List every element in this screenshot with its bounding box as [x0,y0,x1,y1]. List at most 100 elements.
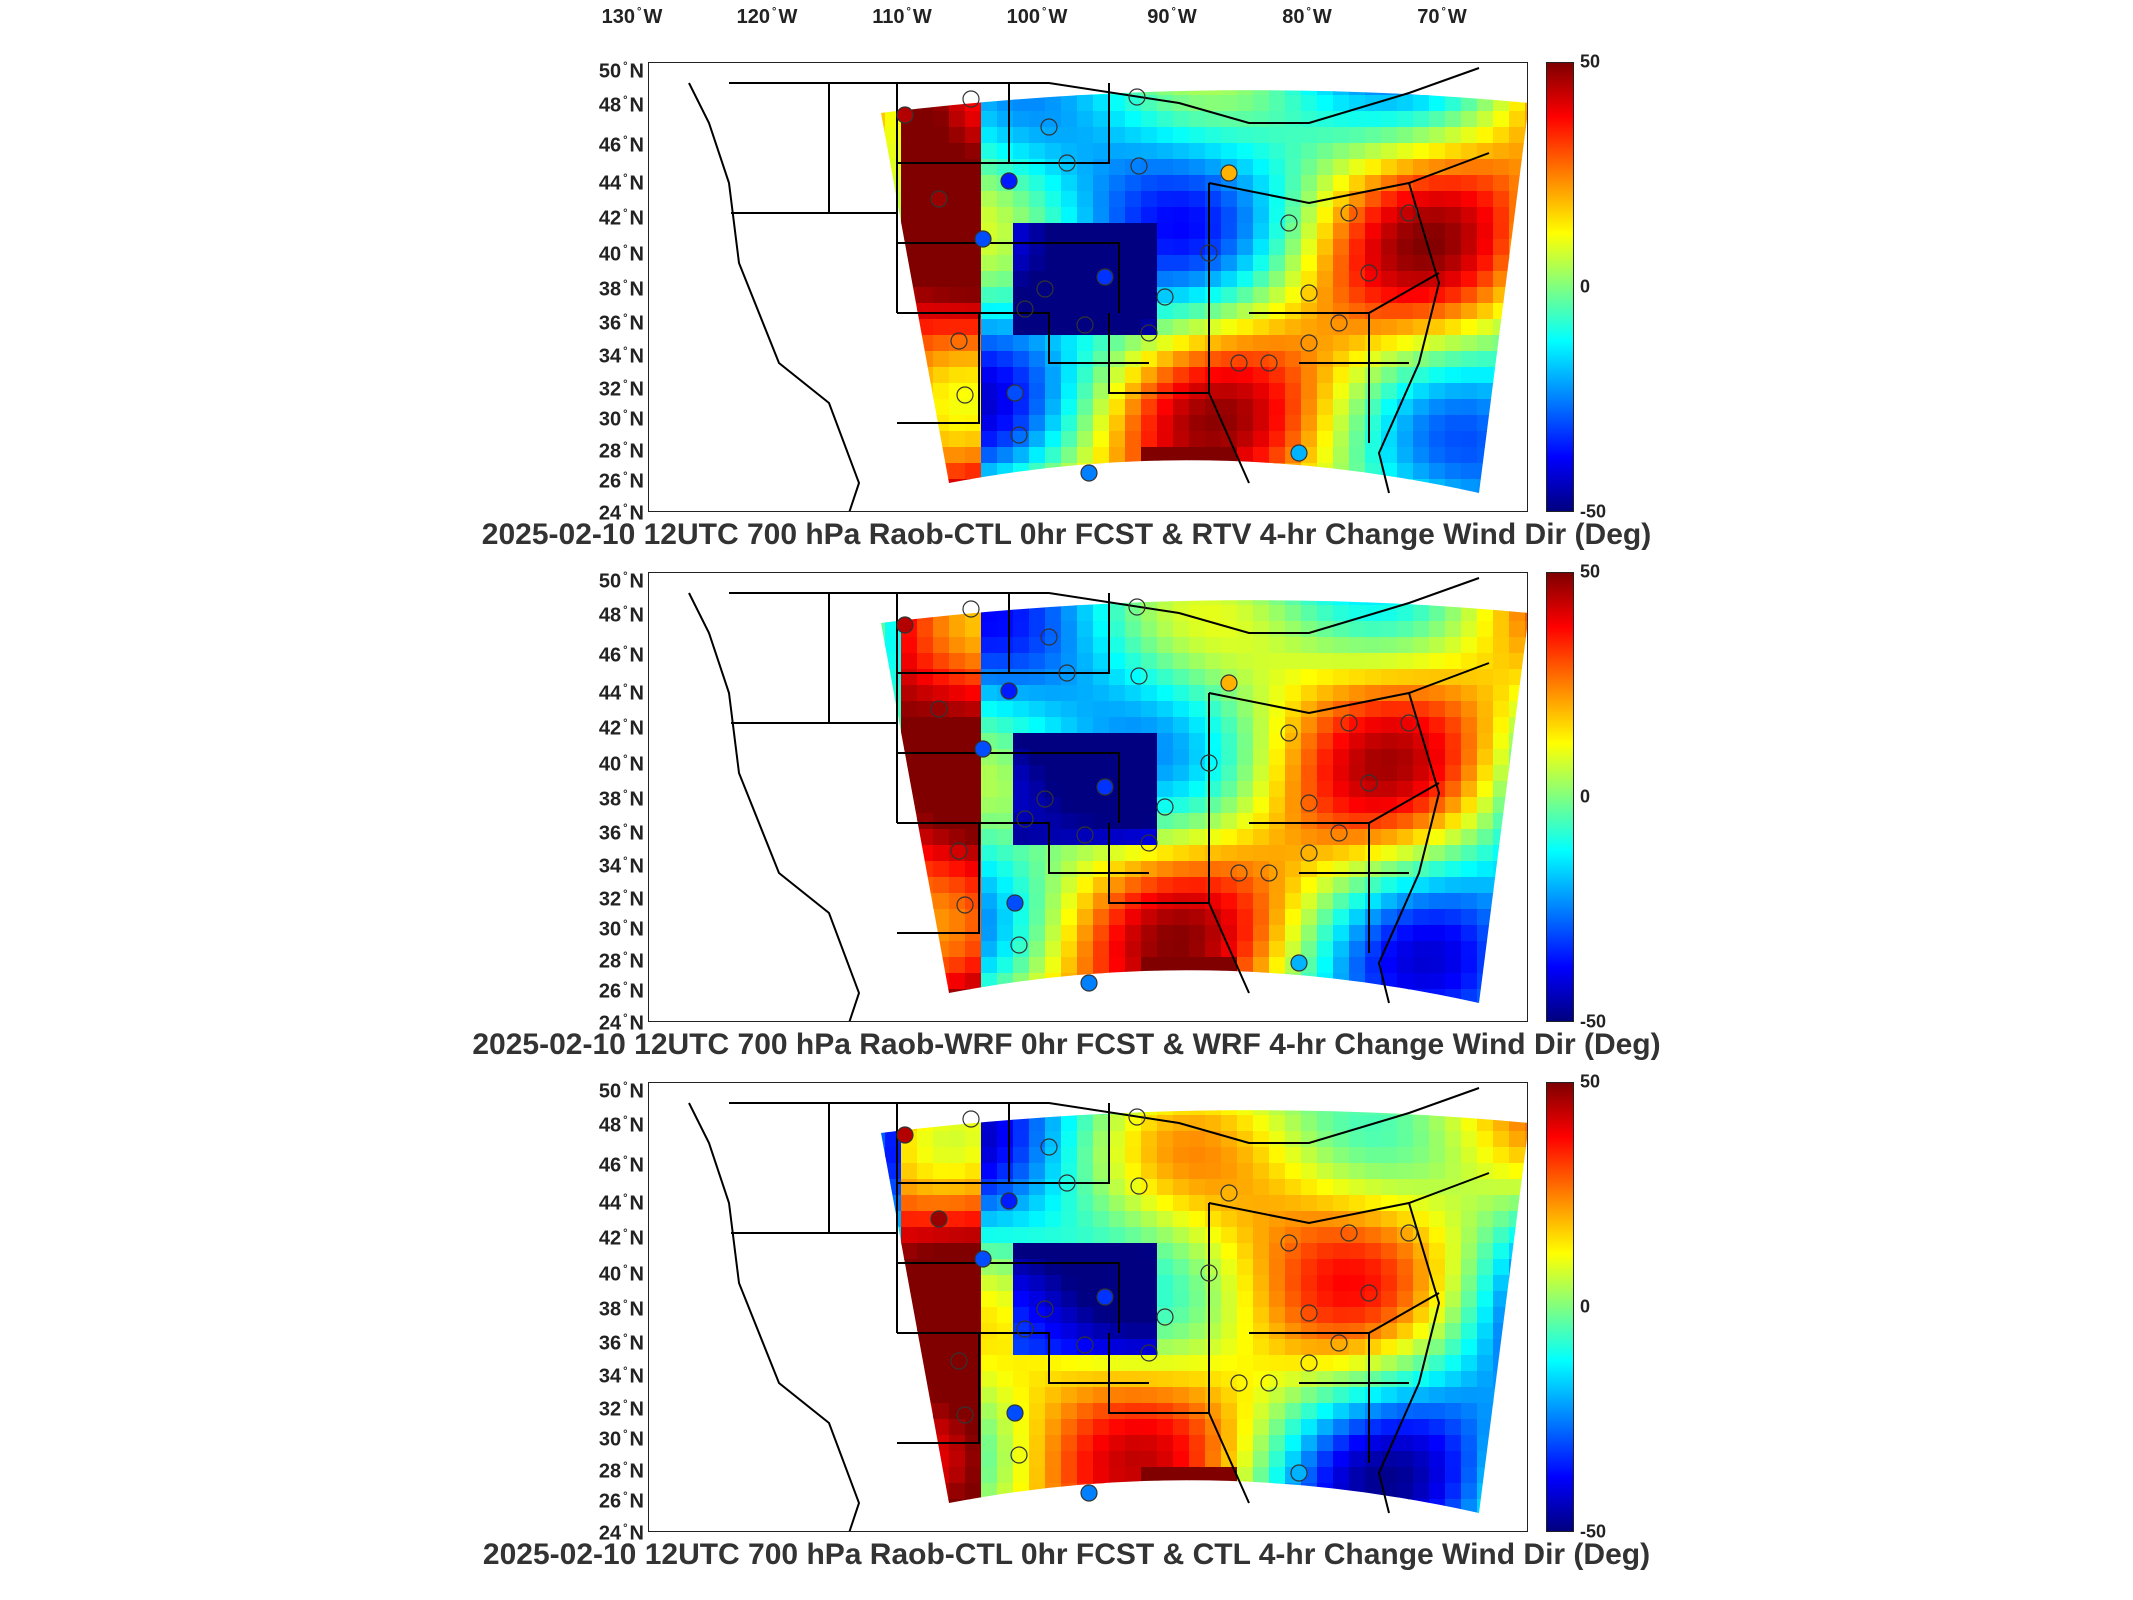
latitude-tick-label: 38 ° N [560,789,644,812]
field-cell [1093,829,1110,846]
field-cell [1445,845,1462,862]
field-cell [1013,925,1030,942]
field-cell [1109,1195,1126,1212]
field-cell [1077,573,1094,590]
field-cell [1413,605,1430,622]
field-cell [933,1387,950,1404]
field-cell [997,127,1014,144]
field-cell [1189,877,1206,894]
field-cell [881,957,886,974]
field-cell [901,1483,918,1500]
field-cell [1109,159,1126,176]
field-cell [965,717,982,734]
field-cell [1333,1243,1350,1260]
field-cell [1157,511,1174,512]
field-cell [1157,367,1174,384]
latitude-tick-label: 36 ° N [560,1333,644,1356]
field-cell [1045,1355,1062,1372]
field-cell [997,733,1014,750]
field-cell [1029,191,1046,208]
field-cell [1413,989,1430,1004]
field-cell [1013,1499,1030,1514]
field-cell [1253,1451,1270,1468]
field-cell [1285,621,1302,638]
field-cell [1237,685,1254,702]
field-cell [1269,1291,1286,1308]
field-cell [1125,335,1142,352]
field-cell [1253,797,1270,814]
field-cell [1045,415,1062,432]
field-cell [1413,1339,1430,1356]
field-cell [933,1355,950,1372]
field-cell [917,111,934,128]
field-cell [901,701,918,718]
field-cell [1349,877,1366,894]
field-cell [1045,95,1062,112]
field-cell [1509,829,1526,846]
latitude-tick-label: 32 ° N [560,1399,644,1422]
field-cell [1349,463,1366,480]
field-cell [917,1323,934,1340]
field-cell [1461,1467,1478,1484]
field-cell [901,1259,918,1276]
field-cell [1285,1387,1302,1404]
field-cell [1333,925,1350,942]
field-cell [1061,143,1078,160]
field-cell [1077,1243,1094,1260]
field-cell [1109,127,1126,144]
field-cell [1285,1515,1302,1532]
degree-symbol: ° [623,717,628,730]
field-cell [901,685,918,702]
field-cell [1365,1403,1382,1420]
field-cell [1525,90,1527,96]
field-cell [949,1227,966,1244]
field-cell [1061,207,1078,224]
field-cell [1413,1435,1430,1452]
field-cell [1525,781,1527,798]
field-cell [1509,1323,1526,1340]
field-cell [917,351,934,368]
longitude-tick-label: 80 ° W [1282,6,1332,29]
field-cell [1029,1531,1046,1532]
degree-symbol: ° [623,1154,628,1167]
field-cell [1173,447,1190,464]
field-cell [1253,335,1270,352]
raob-station-marker [1016,810,1034,828]
raob-station-marker [1200,1264,1218,1282]
field-cell [1429,1531,1446,1532]
field-cell [1253,733,1270,750]
field-cell [1477,383,1494,400]
field-cell [1317,255,1334,272]
field-cell [1077,63,1094,80]
field-cell [1509,1243,1526,1260]
raob-station-marker [1006,1404,1024,1422]
field-cell [1525,175,1527,192]
field-cell [1205,1339,1222,1356]
field-cell [1477,1515,1494,1532]
field-cell [933,367,950,384]
field-cell [1301,1435,1318,1452]
field-cell [1045,621,1062,638]
field-cell [1365,829,1382,846]
field-cell [997,1291,1014,1308]
field-cell [1269,1163,1286,1180]
field-cell [881,95,886,112]
field-cell [1061,749,1078,766]
field-cell [1413,239,1430,256]
field-cell [1237,127,1254,144]
field-cell [1397,127,1414,144]
panel-title: 2025-02-10 12UTC 700 hPa Raob-CTL 0hr FC… [481,518,1652,551]
field-cell [1461,351,1478,368]
field-cell [1477,781,1494,798]
field-cell [1029,143,1046,160]
field-cell [1301,653,1318,670]
field-cell [1237,1211,1254,1228]
field-cell [1445,319,1462,336]
field-cell [1285,1275,1302,1292]
field-cell [1397,829,1414,846]
field-cell [981,431,998,448]
field-cell [1525,1110,1527,1116]
field-cell [1141,431,1158,448]
field-cell [1317,1021,1334,1022]
field-cell [1125,1131,1142,1148]
